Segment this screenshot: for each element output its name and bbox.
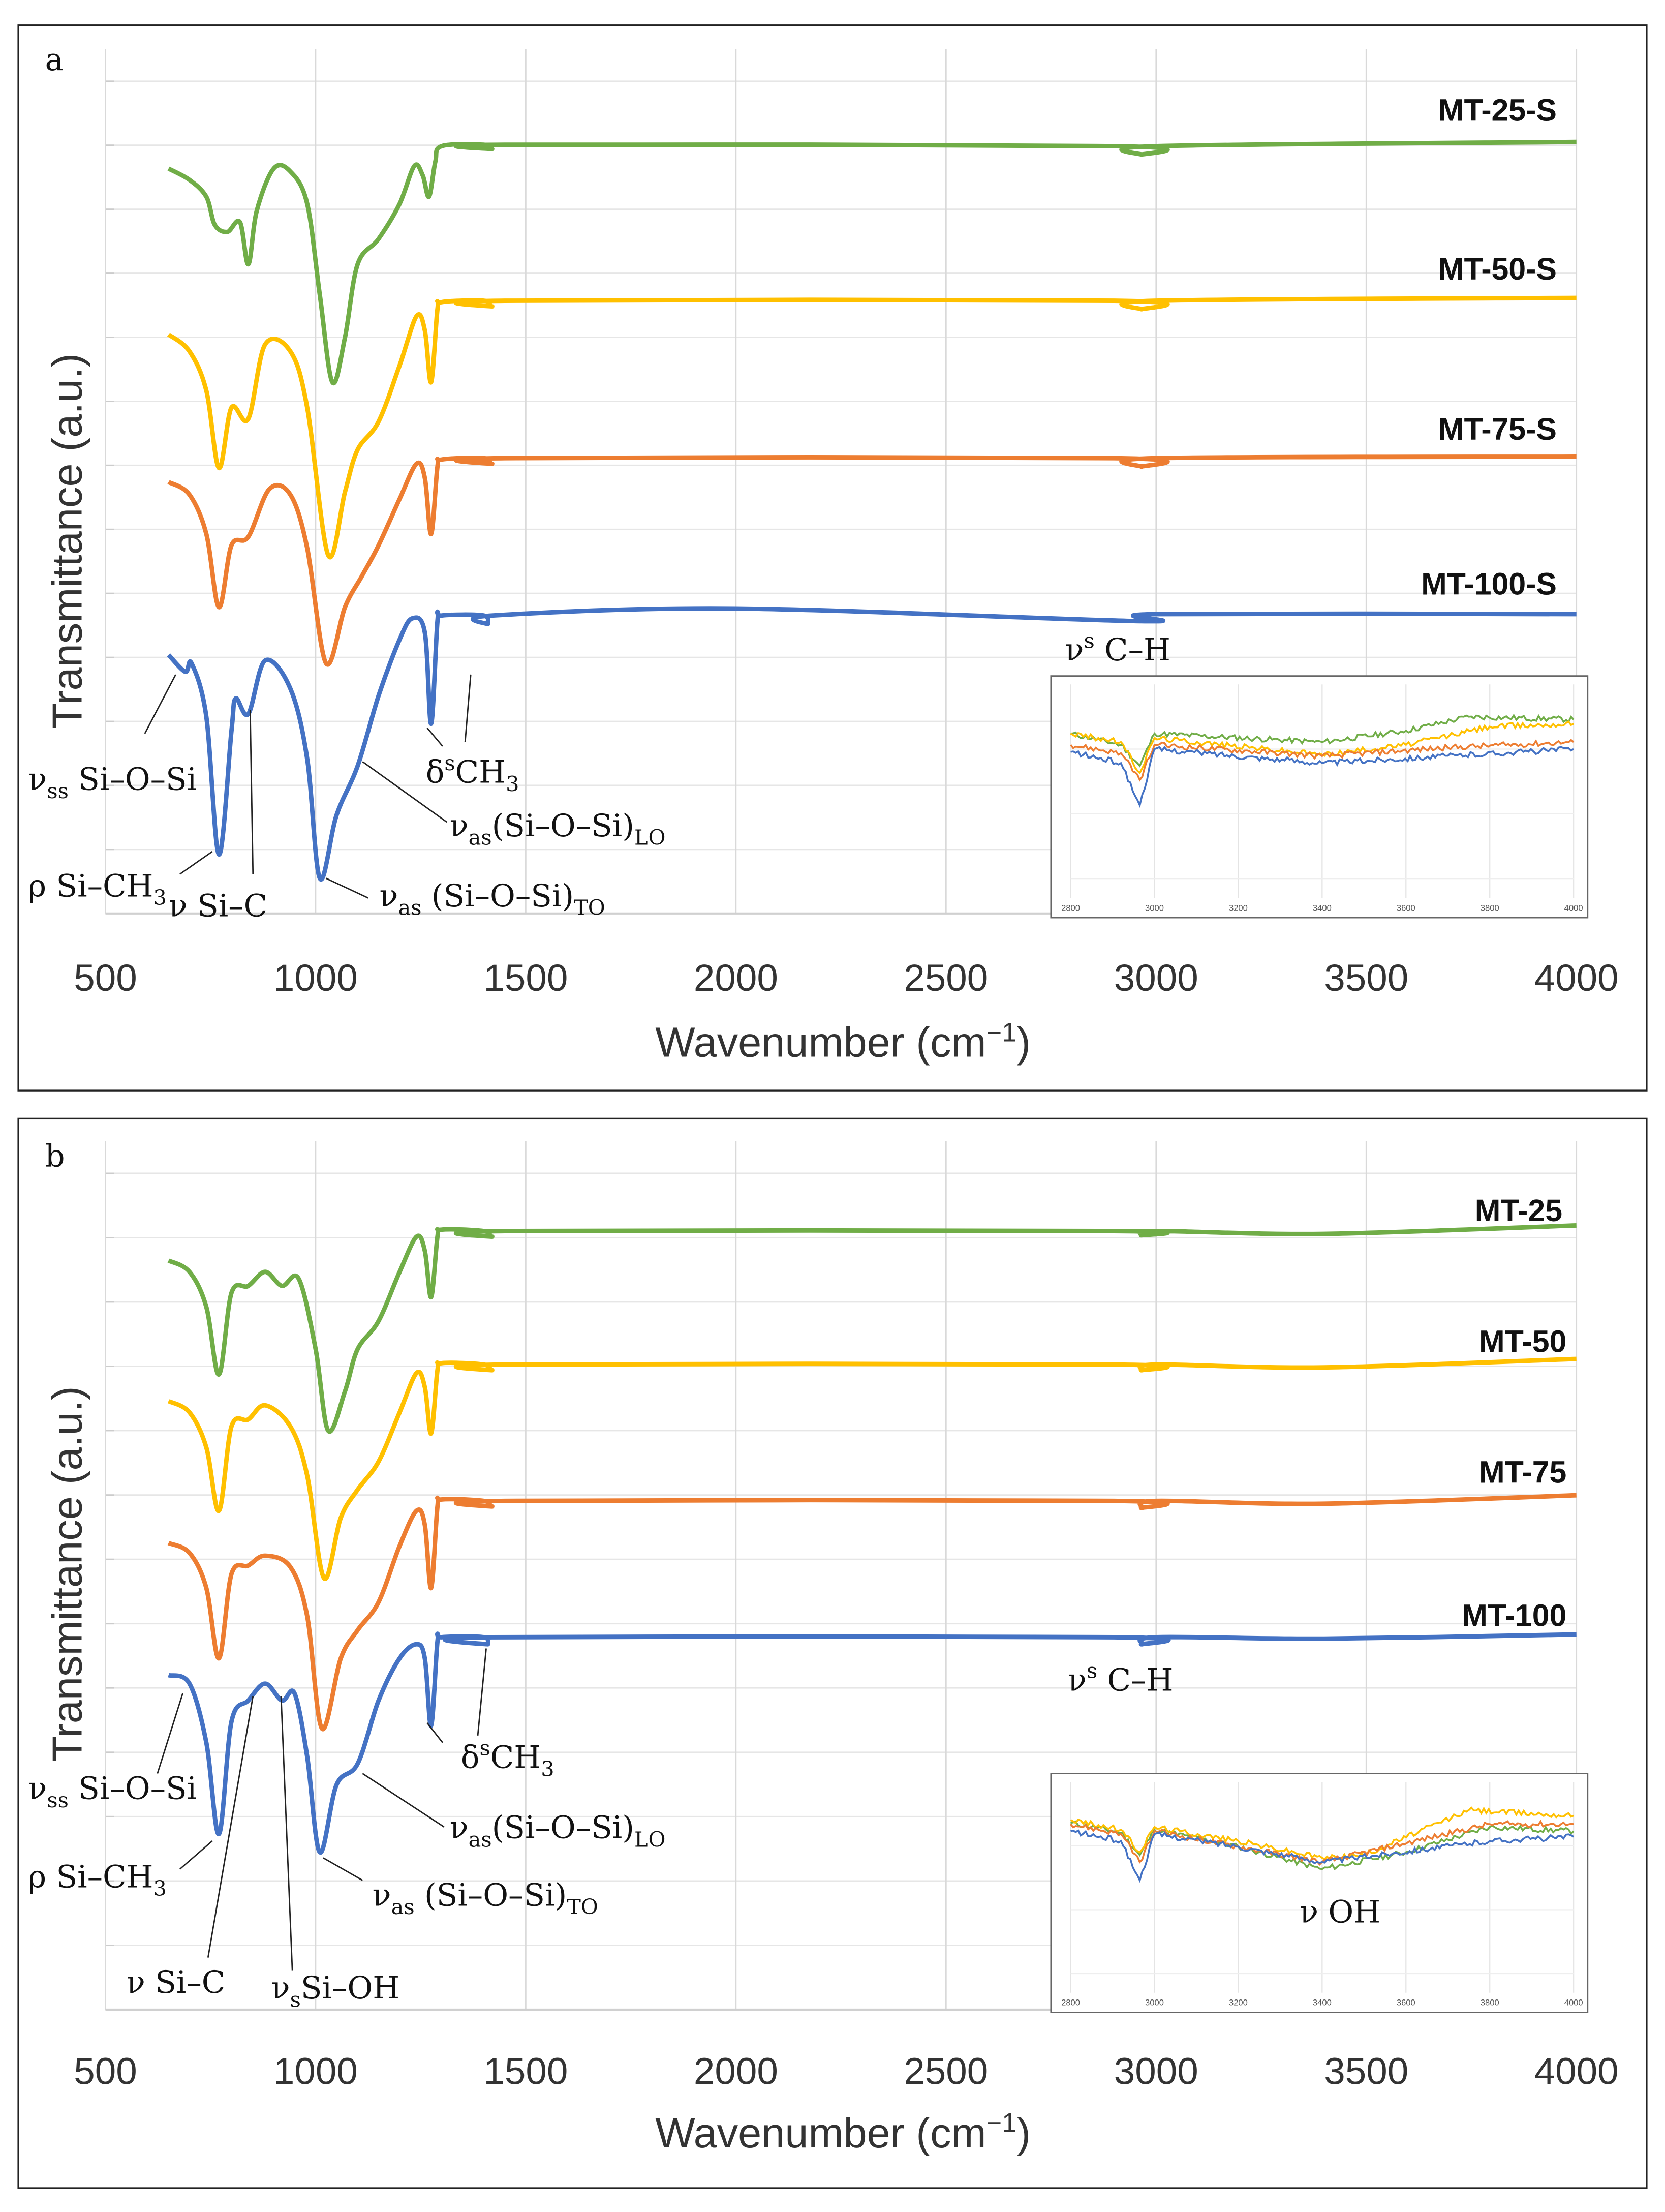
inset-x-tick-label: 3200: [1229, 903, 1248, 913]
inset-series-line-mt-100-s: [1070, 745, 1575, 808]
inset-x-tick-label: 4000: [1564, 1998, 1583, 2008]
x-tick-label: 2500: [904, 2049, 988, 2092]
series-line-mt-50-s: [167, 295, 1577, 560]
panel-a: a 500 1000 1500 2000 2500 3000 3500 4000 Transm…: [17, 24, 1648, 1092]
series-label-mt-100: MT-100: [1462, 1598, 1566, 1632]
series-label-mt-100-s: MT-100-S: [1421, 566, 1557, 601]
panel-b-inset: 2800 3000 3200 3400 3600 3800 4000: [1050, 1773, 1589, 2013]
annotation-nu-oh: ν OH: [1300, 1895, 1380, 1930]
series-line-mt-75: [167, 1493, 1577, 1732]
series-line-mt-25: [167, 1223, 1577, 1434]
panel-a-frame: [17, 24, 1648, 1092]
inset-series-line-mt-50: [1070, 1806, 1574, 1861]
x-tick-label: 3500: [1324, 956, 1408, 999]
series-label-mt-25-s: MT-25-S: [1438, 93, 1557, 128]
annotation-nu-ss-si-o-si: νss Si–O–Si: [28, 762, 197, 804]
panel-b-series: [167, 1223, 1577, 1855]
series-label-mt-50-s: MT-50-S: [1438, 252, 1557, 286]
annotation-c-h-stretch: νs C–H: [1065, 628, 1170, 668]
inset-x-tick-label: 2800: [1061, 1998, 1080, 2008]
inset-x-tick-label: 3200: [1229, 1998, 1248, 2008]
panel-b-frame: [17, 1117, 1648, 2189]
x-tick-label: 500: [74, 956, 137, 999]
x-tick-label: 1000: [273, 956, 358, 999]
panel-a-letter: a: [45, 42, 64, 78]
panel-a-inset: 2800 3000 3200 3400 3600 3800 4000: [1050, 675, 1589, 919]
series-line-mt-75-s: [167, 454, 1577, 667]
inset-series-line-mt-50-s: [1070, 720, 1574, 775]
x-tick-label: 500: [74, 2049, 137, 2092]
x-tick-label: 3500: [1324, 2049, 1408, 2092]
inset-x-tick-label: 3800: [1481, 903, 1499, 913]
panel-a-y-axis-title: Transmittance (a.u.): [43, 353, 90, 729]
annotation-c-h-stretch: νs C–H: [1068, 1659, 1174, 1699]
x-tick-label: 1500: [483, 2049, 568, 2092]
inset-x-tick-label: 3400: [1313, 903, 1332, 913]
annotation-delta-ch3: δsCH3: [426, 751, 519, 796]
series-label-mt-75: MT-75: [1479, 1455, 1566, 1489]
x-tick-label: 1500: [483, 956, 568, 999]
annotation-nu-as-lo: νas(Si–O–Si)LO: [450, 808, 666, 850]
x-tick-label: 4000: [1534, 956, 1619, 999]
series-label-mt-50: MT-50: [1479, 1324, 1566, 1358]
annotation-nu-si-c: ν Si–C: [127, 1965, 225, 2001]
inset-x-tick-label: 2800: [1061, 903, 1080, 913]
panel-a-annotations: νs C–H νss Si–O–Si ρ Si–CH3 ν Si–C νas (…: [28, 628, 1170, 924]
x-tick-label: 3000: [1114, 956, 1198, 999]
inset-series-line-mt-100: [1070, 1829, 1575, 1883]
annotation-nu-s-si-oh: νsSi–OH: [271, 1971, 400, 2012]
annotation-nu-si-c: ν Si–C: [169, 888, 267, 924]
panel-a-series: [167, 139, 1577, 882]
annotation-nu-as-to: νas (Si–O–Si)TO: [380, 878, 605, 920]
inset-x-tick-label: 3800: [1481, 1998, 1499, 2008]
inset-frame: [1050, 1773, 1589, 2013]
panel-b: b 500 1000 1500 2000 2500 3000 3500 4000 Transm…: [17, 1117, 1648, 2189]
series-label-mt-75-s: MT-75-S: [1438, 412, 1557, 446]
annotation-rho-si-ch3: ρ Si–CH3: [28, 1859, 166, 1901]
x-tick-label: 1000: [273, 2049, 358, 2092]
annotation-nu-ss-si-o-si: νss Si–O–Si: [28, 1771, 197, 1812]
panel-b-letter: b: [45, 1138, 65, 1174]
inset-x-tick-label: 3000: [1145, 903, 1164, 913]
series-line-mt-25-s: [167, 139, 1577, 386]
panel-b-y-axis-title: Transmittance (a.u.): [43, 1386, 90, 1762]
x-tick-label: 2000: [694, 956, 778, 999]
panel-b-x-ticks: 500 1000 1500 2000 2500 3000 3500 4000: [74, 2049, 1618, 2092]
inset-x-tick-label: 4000: [1564, 903, 1583, 913]
series-line-mt-50: [167, 1356, 1577, 1581]
series-line-mt-100-s: [167, 606, 1577, 882]
panel-b-x-axis-title: Wavenumber (cm−1): [655, 2108, 1031, 2156]
inset-x-tick-label: 3000: [1145, 1998, 1164, 2008]
inset-x-tick-label: 3400: [1313, 1998, 1332, 2008]
inset-series-line-mt-25-s: [1070, 713, 1575, 768]
inset-x-tick-label: 3600: [1397, 903, 1415, 913]
panel-a-x-axis-title: Wavenumber (cm−1): [655, 1017, 1031, 1066]
annotation-delta-ch3: δsCH3: [461, 1736, 554, 1781]
x-tick-label: 2000: [694, 2049, 778, 2092]
panel-a-x-ticks: 500 1000 1500 2000 2500 3000 3500 4000: [74, 956, 1618, 999]
x-tick-label: 2500: [904, 956, 988, 999]
x-tick-label: 3000: [1114, 2049, 1198, 2092]
x-tick-label: 4000: [1534, 2049, 1619, 2092]
series-label-mt-25: MT-25: [1475, 1193, 1562, 1228]
inset-frame: [1050, 675, 1589, 919]
annotation-nu-as-lo: νas(Si–O–Si)LO: [450, 1810, 666, 1852]
inset-x-tick-label: 3600: [1397, 1998, 1415, 2008]
annotation-rho-si-ch3: ρ Si–CH3: [28, 869, 166, 911]
inset-series-line-mt-75-s: [1070, 739, 1575, 782]
series-line-mt-100: [167, 1631, 1577, 1855]
panel-b-annotations: νs C–H νss Si–O–Si ρ Si–CH3 ν Si–C νsSi–…: [28, 1648, 1174, 2012]
annotation-nu-as-to: νas (Si–O–Si)TO: [373, 1877, 598, 1919]
